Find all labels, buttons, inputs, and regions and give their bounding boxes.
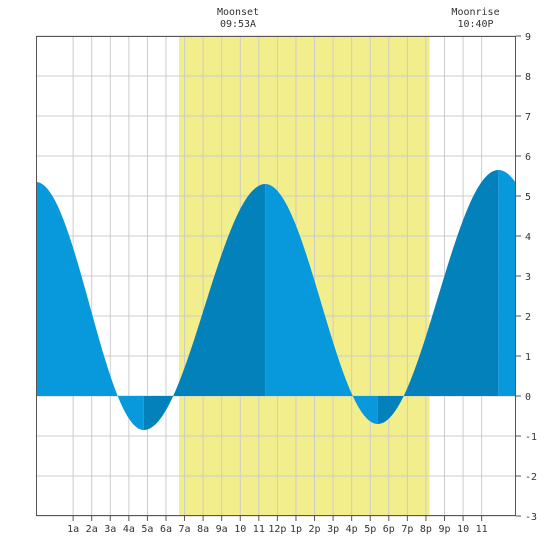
x-tick-label: 8p: [420, 524, 432, 535]
y-tick-label: 5: [525, 192, 531, 203]
x-tick-label: 11: [476, 524, 488, 535]
tide-falling-segment: [498, 170, 516, 396]
x-tick-label: 4p: [346, 524, 358, 535]
x-tick-label: 2p: [309, 524, 321, 535]
tide-falling-segment: [36, 182, 144, 430]
x-tick-label: 6a: [160, 524, 172, 535]
y-tick-label: 8: [525, 72, 531, 83]
x-tick-label: 6p: [383, 524, 395, 535]
plot-frame: [36, 36, 516, 516]
y-tick-label: 2: [525, 312, 531, 323]
x-tick-label: 11: [253, 524, 265, 535]
x-tick-label: 4a: [123, 524, 135, 535]
moonrise-time: 10:40P: [457, 19, 493, 30]
x-tick-label: 7a: [179, 524, 191, 535]
y-axis-ticks: -3 -2 -1 0 1 2 3 4 5 6 7 8 9: [516, 32, 537, 523]
tide-rising-segment: [143, 184, 266, 430]
x-tick-label: 3a: [104, 524, 116, 535]
frame-rect: [36, 36, 516, 516]
moonset-label: Moonset: [217, 7, 259, 18]
x-tick-label: 7p: [401, 524, 413, 535]
x-tick-label: 2a: [86, 524, 98, 535]
tide-area: [36, 170, 516, 430]
x-axis-ticks: 1a 2a 3a 4a 5a 6a 7a 8a 9a 10 11 12p 1p 2p 3p 4p 5p 6p 7p 8…: [67, 516, 488, 535]
y-tick-label: -1: [525, 432, 537, 443]
x-tick-label: 1p: [290, 524, 302, 535]
y-tick-label: 3: [525, 272, 531, 283]
y-tick-label: -3: [525, 512, 537, 523]
y-tick-label: 9: [525, 32, 531, 43]
x-tick-label: 10: [234, 524, 246, 535]
y-tick-label: 4: [525, 232, 531, 243]
moonset-time: 09:53A: [220, 19, 256, 30]
x-tick-label: 10: [457, 524, 469, 535]
tide-falling-segment: [265, 184, 378, 424]
x-tick-label: 9a: [216, 524, 228, 535]
x-tick-label: 3p: [327, 524, 339, 535]
y-tick-label: 7: [525, 112, 531, 123]
y-tick-label: 6: [525, 152, 531, 163]
x-tick-label: 8a: [197, 524, 209, 535]
x-tick-label: 1a: [67, 524, 79, 535]
x-tick-label: 12p: [268, 524, 286, 535]
moonrise-label: Moonrise: [451, 7, 499, 18]
tide-rising-segment: [377, 170, 499, 424]
y-tick-label: -2: [525, 472, 537, 483]
y-tick-label: 1: [525, 352, 531, 363]
x-tick-label: 5p: [364, 524, 376, 535]
x-tick-label: 9p: [438, 524, 450, 535]
y-tick-label: 0: [525, 392, 531, 403]
x-tick-label: 5a: [141, 524, 153, 535]
